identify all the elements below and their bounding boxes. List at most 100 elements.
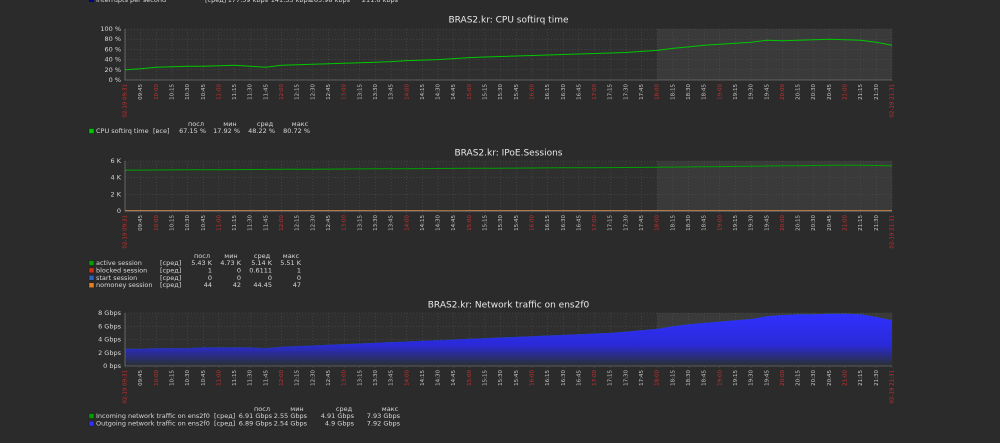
x-tick-label: 02-19 09:31 [123,215,129,249]
legend-header: сред [257,120,274,128]
x-tick-label: 19:30 [749,370,755,386]
x-tick-label: 18:00 [655,215,661,231]
legend-stat: 44 [204,281,212,289]
x-tick-label: 17:00 [592,84,598,100]
legend-swatch [88,260,95,266]
x-tick-label: 13:45 [389,370,395,386]
y-tick-label: 6 Gbps [98,322,121,330]
x-tick-label: 17:15 [608,370,614,386]
x-tick-label: 15:45 [514,215,520,231]
x-tick-label: 11:15 [232,215,238,231]
legend-name: blocked session [96,266,147,274]
legend-stat: 177.59 kbps [228,0,269,4]
x-tick-label: 10:00 [154,84,160,100]
x-tick-label: 21:00 [843,84,849,100]
y-tick-label: 4 K [111,174,122,182]
legend-stat: 44.45 [253,281,272,289]
x-tick-label: 15:00 [467,215,473,231]
x-tick-label: 17:15 [608,215,614,231]
x-tick-label: 13:00 [342,370,348,386]
x-tick-label: 20:15 [796,84,802,100]
shaded-period [657,29,892,80]
x-tick-label: 17:45 [639,215,645,231]
legend-stat: 17.92 % [213,127,240,135]
x-tick-label: 18:00 [655,84,661,100]
x-tick-label: 20:00 [780,370,786,386]
x-tick-label: 18:45 [702,215,708,231]
x-tick-label: 13:30 [373,370,379,386]
x-tick-label: 09:45 [138,84,144,100]
x-tick-label: 10:30 [185,215,191,231]
legend-name: Incoming network traffic on ens2f0 [96,412,210,420]
x-tick-label: 11:00 [216,370,222,386]
legend-stat: 2.55 Gbps [274,412,308,420]
x-tick-label: 19:45 [764,370,770,386]
legend-function: [все] [153,127,169,135]
x-tick-label: 11:45 [263,370,269,386]
x-tick-label: 21:30 [874,84,880,100]
legend-name: start session [96,274,137,282]
x-tick-label: 16:00 [529,84,535,100]
x-tick-label: 11:45 [263,84,269,100]
y-tick-label: 6 K [111,157,122,165]
x-tick-label: 16:30 [561,84,567,100]
x-tick-label: 14:15 [420,84,426,100]
legend-swatch [88,282,95,288]
legend-stat: 1 [297,266,301,274]
x-tick-label: 19:45 [764,84,770,100]
legend-stat: 0 [237,266,241,274]
x-tick-label: 13:00 [342,215,348,231]
x-tick-label: 09:45 [138,370,144,386]
legend-stat: 0 [237,274,241,282]
x-tick-label: 16:30 [561,370,567,386]
legend-header: посл [254,405,270,413]
x-tick-label: 11:00 [216,84,222,100]
x-tick-label: 19:15 [733,84,739,100]
legend-stat: 211.6 kbps [362,0,399,4]
x-tick-label: 15:30 [498,215,504,231]
x-tick-label: 17:00 [592,370,598,386]
x-tick-label: 10:45 [201,215,207,231]
x-tick-label: 15:00 [467,84,473,100]
y-tick-label: 0 [117,207,121,215]
x-tick-label: 10:15 [169,215,175,231]
legend-header: посл [194,252,210,260]
x-tick-label: 20:00 [780,84,786,100]
y-tick-label: 0 % [109,76,121,84]
x-tick-label: 14:30 [436,84,442,100]
legend-swatch [88,413,95,419]
x-tick-label: 14:00 [404,84,410,100]
legend-name: active session [96,259,142,267]
legend-stat: 5.51 K [280,259,302,267]
x-tick-label: 17:30 [623,84,629,100]
x-tick-label: 10:15 [169,84,175,100]
legend-header: макс [292,120,309,128]
x-tick-label: 12:30 [310,84,316,100]
line [124,38,893,71]
x-tick-label: 14:15 [420,370,426,386]
x-tick-label: 18:45 [702,84,708,100]
x-tick-label: 20:15 [796,370,802,386]
x-tick-label: 17:00 [592,215,598,231]
legend-swatch [89,0,94,2]
legend-stat: 4.73 K [220,259,242,267]
legend-swatch [88,128,95,134]
legend-header: посл [188,120,204,128]
legend-stat: 5.14 K [251,259,273,267]
x-tick-label: 16:00 [529,370,535,386]
x-tick-label: 20:45 [827,215,833,231]
legend-header: мин [290,405,303,413]
x-tick-label: 16:45 [576,215,582,231]
chart-title: BRAS2.kr: CPU softirq time [448,16,568,26]
x-tick-label: 13:45 [389,84,395,100]
y-tick-label: 20 % [104,66,121,74]
legend-function: [сред] [214,412,235,420]
x-tick-label: 10:45 [201,84,207,100]
x-tick-label: 15:45 [514,370,520,386]
legend-stat: 165.98 kbps [310,0,351,4]
y-tick-label: 40 % [104,56,121,64]
x-tick-label: 12:00 [279,370,285,386]
legend-stat: 2.54 Gbps [274,420,308,428]
x-tick-label: 19:00 [717,215,723,231]
x-tick-label: 16:15 [545,215,551,231]
